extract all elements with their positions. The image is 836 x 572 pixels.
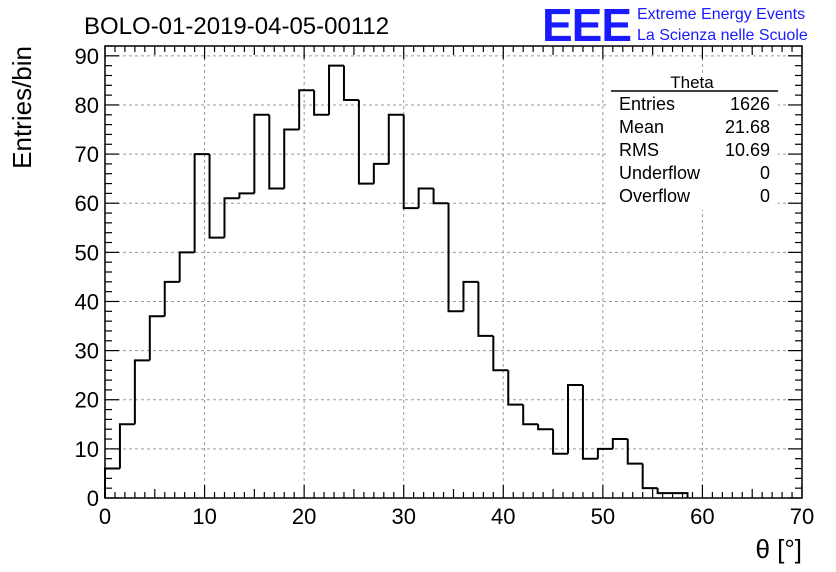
histogram-series	[104, 64, 689, 498]
stats-row-value: 21.68	[725, 117, 770, 137]
y-tick-label: 60	[75, 191, 99, 216]
y-tick-label: 0	[87, 486, 99, 511]
eee-logo-mark: EEE	[542, 0, 631, 51]
chart-title: BOLO-01-2019-04-05-00112	[84, 13, 389, 40]
histogram-bin	[372, 162, 389, 184]
stats-box-background	[606, 74, 778, 210]
histogram-bin	[672, 492, 689, 498]
eee-logo-line2: La Scienza nelle Scuole	[637, 27, 808, 44]
axes	[104, 45, 803, 499]
histogram-bin	[522, 404, 539, 426]
eee-logo: EEE Extreme Energy Events La Scienza nel…	[542, 0, 808, 51]
histogram-bin	[567, 384, 583, 454]
histogram-bin	[268, 114, 285, 190]
y-axis-label: Entries/bin	[7, 46, 37, 169]
histogram-bin	[477, 281, 494, 337]
y-tick-label: 90	[75, 44, 99, 69]
stats-row-label: Mean	[619, 117, 664, 137]
histogram-bin	[626, 439, 643, 465]
histogram-bin	[641, 463, 658, 490]
histogram-bin	[298, 89, 315, 130]
histogram-bin	[328, 64, 344, 115]
histogram-bin	[611, 438, 628, 449]
histogram-bin	[402, 114, 419, 210]
histogram-bin	[342, 65, 359, 102]
histogram-bin	[253, 113, 270, 194]
y-tick-label: 80	[75, 93, 99, 118]
stats-box: Theta Entries 1626 Mean 21.68 RMS 10.69 Underf…	[606, 73, 778, 210]
x-tick-label: 60	[690, 504, 714, 529]
histogram-bin	[238, 192, 255, 199]
x-tick-label: 30	[391, 504, 415, 529]
histogram-bin	[581, 385, 598, 460]
histogram-bin	[447, 203, 464, 313]
stats-title: Theta	[670, 73, 714, 92]
stats-row-value: 1626	[730, 94, 770, 114]
histogram-bin	[104, 467, 120, 498]
histogram-bin	[208, 154, 225, 239]
stats-row-label: Entries	[619, 94, 675, 114]
y-tick-label: 10	[75, 437, 99, 462]
stats-rows: Entries 1626 Mean 21.68 RMS 10.69 Underflow 0 Ov…	[619, 94, 770, 206]
histogram-bin	[163, 280, 180, 317]
y-tick-label: 70	[75, 142, 99, 167]
histogram-bin	[118, 423, 135, 469]
histogram-bin	[537, 424, 554, 431]
stats-row-label: Underflow	[619, 163, 701, 183]
histogram-bin	[223, 197, 240, 238]
histogram-bin	[492, 335, 509, 372]
histogram-bin	[148, 315, 165, 361]
stats-row-value: 10.69	[725, 140, 770, 160]
x-axis-label: θ [°]	[755, 534, 802, 564]
histogram-bin	[552, 429, 569, 455]
x-tick-label: 50	[591, 504, 615, 529]
histogram-bin	[193, 153, 210, 253]
tick-labels: 0 10 20 30 40 50 60 70 0 10 20 30 40 50 60 70 80 90	[75, 44, 815, 529]
stats-row-label: Overflow	[619, 186, 691, 206]
stats-row-value: 0	[760, 163, 770, 183]
histogram-bin	[507, 370, 524, 406]
stats-row-value: 0	[760, 186, 770, 206]
histogram-bin	[133, 359, 150, 425]
histogram-bin	[656, 488, 673, 495]
y-tick-label: 30	[75, 339, 99, 364]
grid-lines	[105, 46, 802, 498]
y-tick-label: 20	[75, 388, 99, 413]
histogram-bin	[387, 113, 404, 164]
histogram-bin	[178, 251, 195, 282]
eee-logo-line1: Extreme Energy Events	[637, 6, 805, 23]
histogram-bin	[596, 447, 613, 459]
y-tick-label: 40	[75, 289, 99, 314]
x-tick-label: 20	[292, 504, 316, 529]
x-tick-label: 40	[491, 504, 515, 529]
histogram-bin	[283, 128, 300, 189]
histogram-bin	[357, 100, 374, 185]
histogram-bin	[432, 188, 449, 205]
x-tick-label: 70	[790, 504, 814, 529]
stats-row-label: RMS	[619, 140, 659, 160]
x-tick-label: 10	[192, 504, 216, 529]
histogram-bin	[313, 90, 330, 116]
x-tick-label: 0	[99, 504, 111, 529]
histogram-bin	[462, 280, 479, 312]
histogram-bin	[417, 187, 434, 209]
y-tick-label: 50	[75, 240, 99, 265]
